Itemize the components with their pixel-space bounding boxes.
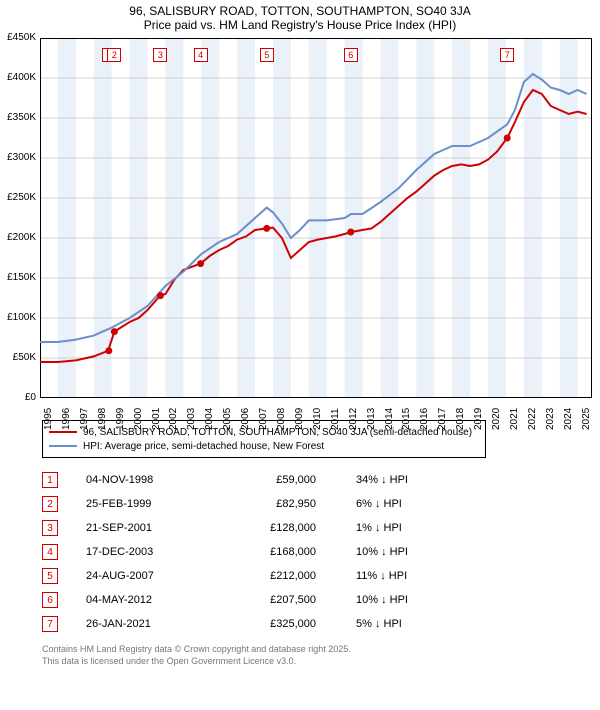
sale-marker: 6 — [344, 48, 358, 62]
table-row: 4 17-DEC-2003£168,00010% ↓ HPI — [42, 540, 600, 564]
table-row: 1 04-NOV-1998£59,00034% ↓ HPI — [42, 468, 600, 492]
x-tick-label: 2005 — [222, 408, 233, 430]
price-chart: £0£50K£100K£150K£200K£250K£300K£350K£400… — [40, 38, 592, 398]
table-row: 5 24-AUG-2007£212,00011% ↓ HPI — [42, 564, 600, 588]
sale-date: 21-SEP-2001 — [86, 522, 216, 534]
x-tick-label: 2011 — [330, 408, 341, 430]
sale-date: 26-JAN-2021 — [86, 618, 216, 630]
sale-index-box: 5 — [42, 568, 58, 584]
footer-licence: This data is licensed under the Open Gov… — [42, 656, 600, 668]
table-row: 3 21-SEP-2001£128,0001% ↓ HPI — [42, 516, 600, 540]
x-tick-label: 2024 — [563, 408, 574, 430]
y-tick-label: £50K — [0, 352, 36, 363]
sale-price: £212,000 — [216, 570, 356, 582]
x-tick-label: 2015 — [401, 408, 412, 430]
x-tick-label: 2016 — [419, 408, 430, 430]
sale-index-box: 6 — [42, 592, 58, 608]
y-tick-label: £250K — [0, 192, 36, 203]
x-tick-label: 2008 — [276, 408, 287, 430]
x-tick-label: 2021 — [509, 408, 520, 430]
y-tick-label: £450K — [0, 32, 36, 43]
x-tick-label: 2003 — [186, 408, 197, 430]
sale-date: 25-FEB-1999 — [86, 498, 216, 510]
sale-delta: 1% ↓ HPI — [356, 522, 476, 534]
sale-delta: 11% ↓ HPI — [356, 570, 476, 582]
sale-marker: 5 — [260, 48, 274, 62]
sale-price: £59,000 — [216, 474, 356, 486]
sale-delta: 10% ↓ HPI — [356, 546, 476, 558]
table-row: 6 04-MAY-2012£207,50010% ↓ HPI — [42, 588, 600, 612]
title-subtitle: Price paid vs. HM Land Registry's House … — [0, 18, 600, 32]
sale-index-box: 7 — [42, 616, 58, 632]
x-tick-label: 2007 — [258, 408, 269, 430]
x-tick-label: 2022 — [527, 408, 538, 430]
sale-delta: 10% ↓ HPI — [356, 594, 476, 606]
y-tick-label: £400K — [0, 72, 36, 83]
y-tick-label: £150K — [0, 272, 36, 283]
sale-index-box: 1 — [42, 472, 58, 488]
x-tick-label: 2017 — [437, 408, 448, 430]
sale-price: £207,500 — [216, 594, 356, 606]
y-tick-label: £0 — [0, 392, 36, 403]
sale-marker: 3 — [153, 48, 167, 62]
x-tick-label: 2004 — [204, 408, 215, 430]
legend-label: HPI: Average price, semi-detached house,… — [83, 441, 324, 452]
x-tick-label: 2014 — [384, 408, 395, 430]
title-address: 96, SALISBURY ROAD, TOTTON, SOUTHAMPTON,… — [0, 4, 600, 18]
x-tick-label: 2023 — [545, 408, 556, 430]
x-tick-label: 2006 — [240, 408, 251, 430]
legend-swatch — [49, 445, 77, 447]
sale-marker: 7 — [500, 48, 514, 62]
x-tick-label: 1999 — [115, 408, 126, 430]
footer-copyright: Contains HM Land Registry data © Crown c… — [42, 644, 600, 656]
sale-date: 17-DEC-2003 — [86, 546, 216, 558]
table-row: 2 25-FEB-1999£82,9506% ↓ HPI — [42, 492, 600, 516]
x-tick-label: 2025 — [581, 408, 592, 430]
legend-item: HPI: Average price, semi-detached house,… — [49, 439, 479, 453]
x-tick-label: 2001 — [151, 408, 162, 430]
y-tick-label: £350K — [0, 112, 36, 123]
x-tick-label: 2018 — [455, 408, 466, 430]
x-tick-label: 2019 — [473, 408, 484, 430]
x-tick-label: 2020 — [491, 408, 502, 430]
sale-date: 24-AUG-2007 — [86, 570, 216, 582]
sale-delta: 34% ↓ HPI — [356, 474, 476, 486]
x-tick-label: 2002 — [168, 408, 179, 430]
sale-marker: 4 — [194, 48, 208, 62]
x-tick-label: 2013 — [366, 408, 377, 430]
sale-price: £168,000 — [216, 546, 356, 558]
sale-marker: 2 — [107, 48, 121, 62]
sales-table: 1 04-NOV-1998£59,00034% ↓ HPI 2 25-FEB-1999… — [42, 468, 600, 636]
sale-date: 04-NOV-1998 — [86, 474, 216, 486]
x-tick-label: 1995 — [43, 408, 54, 430]
x-tick-label: 2010 — [312, 408, 323, 430]
x-tick-label: 2012 — [348, 408, 359, 430]
y-tick-label: £300K — [0, 152, 36, 163]
sale-date: 04-MAY-2012 — [86, 594, 216, 606]
sale-price: £325,000 — [216, 618, 356, 630]
sale-price: £82,950 — [216, 498, 356, 510]
x-tick-label: 1998 — [97, 408, 108, 430]
y-tick-label: £100K — [0, 312, 36, 323]
legend-swatch — [49, 431, 77, 433]
x-tick-label: 1996 — [61, 408, 72, 430]
table-row: 7 26-JAN-2021£325,0005% ↓ HPI — [42, 612, 600, 636]
sale-price: £128,000 — [216, 522, 356, 534]
sale-delta: 6% ↓ HPI — [356, 498, 476, 510]
sale-index-box: 3 — [42, 520, 58, 536]
sale-index-box: 2 — [42, 496, 58, 512]
x-tick-label: 2000 — [133, 408, 144, 430]
sale-index-box: 4 — [42, 544, 58, 560]
x-tick-label: 1997 — [79, 408, 90, 430]
sale-delta: 5% ↓ HPI — [356, 618, 476, 630]
x-tick-label: 2009 — [294, 408, 305, 430]
y-tick-label: £200K — [0, 232, 36, 243]
